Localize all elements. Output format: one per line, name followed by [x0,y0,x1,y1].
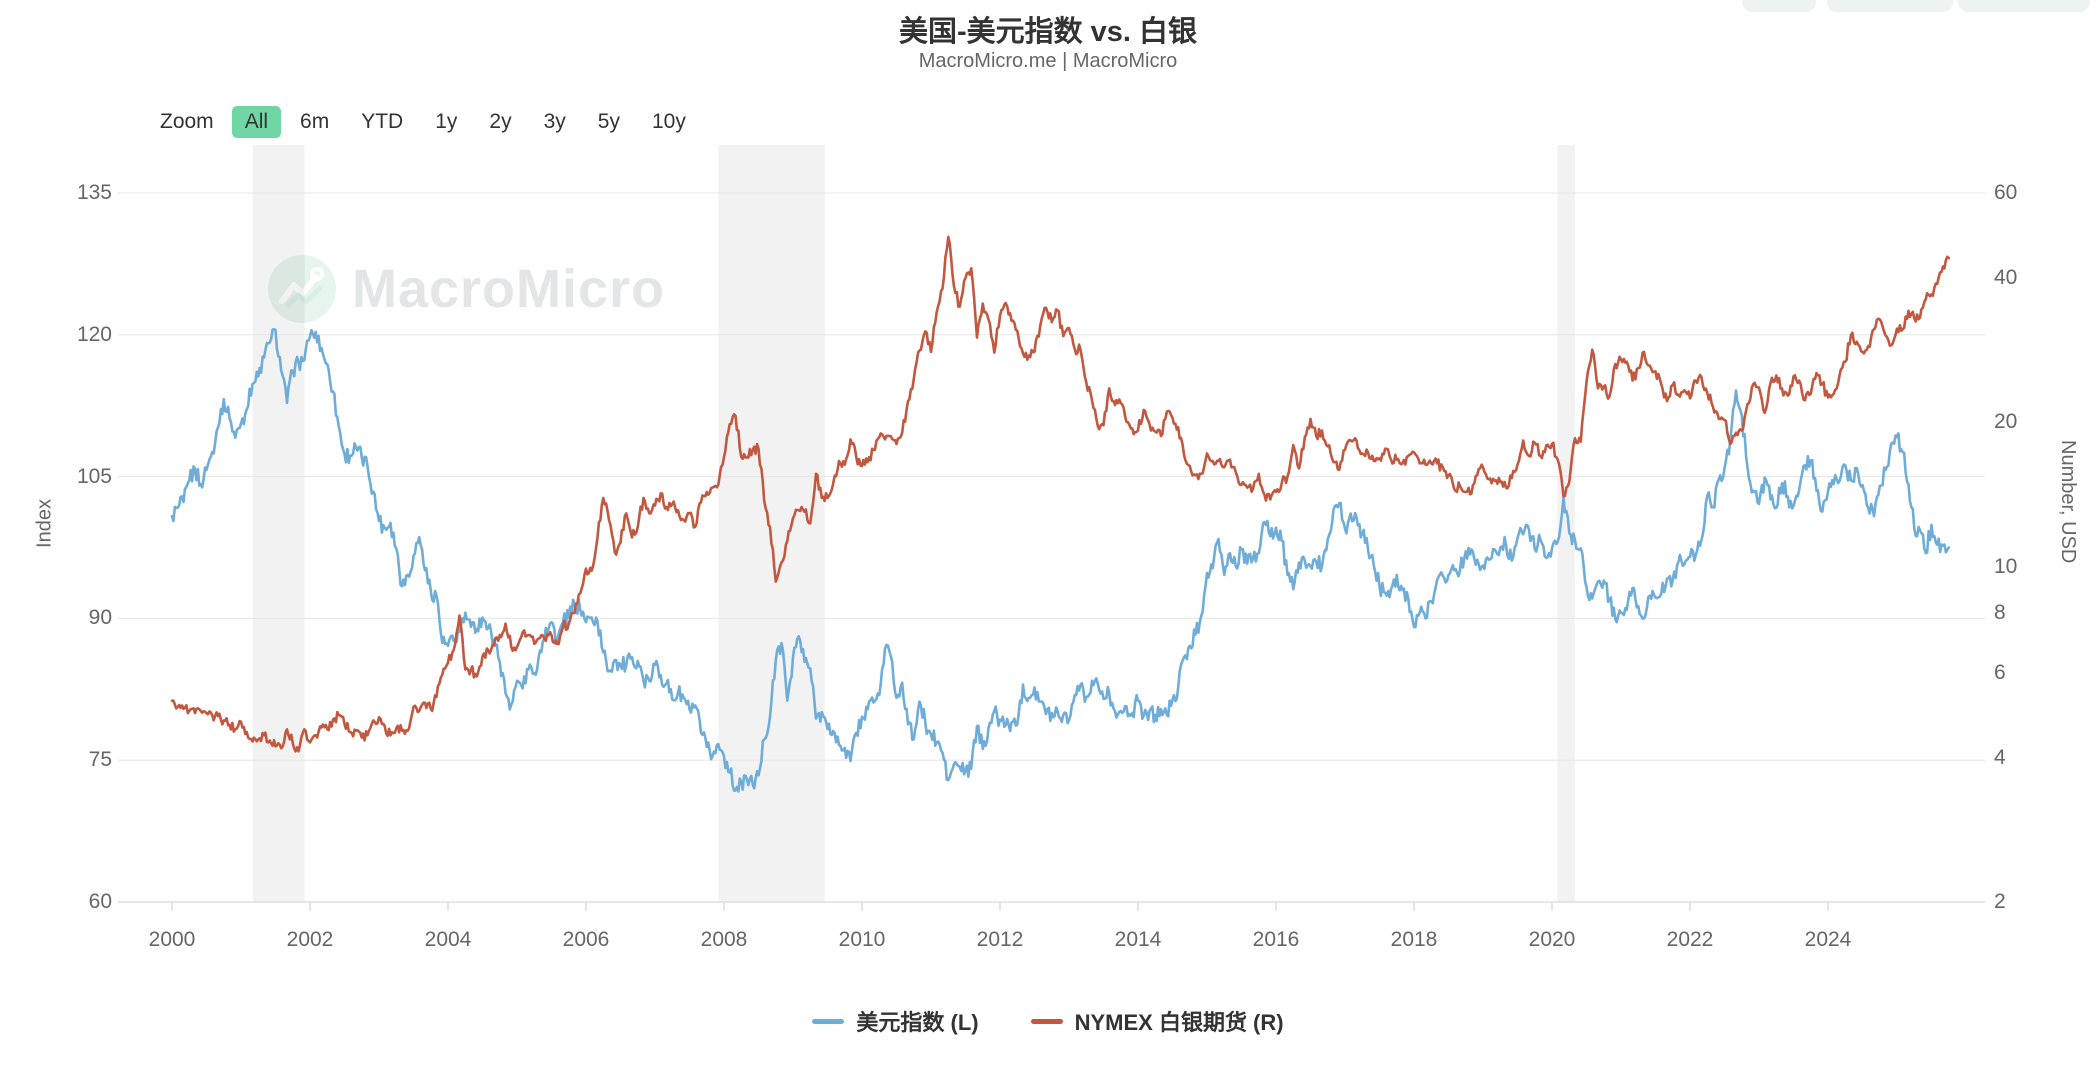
x-tick-label: 2018 [1390,928,1438,951]
x-tick-label: 2016 [1252,928,1300,951]
legend-label-silver: NYMEX 白银期货 (R) [1074,1010,1284,1035]
cutoff-button-3[interactable] [1958,0,2090,12]
y-right-tick-label: 20 [1994,410,2018,433]
x-tick-label: 2020 [1528,928,1576,951]
zoom-toolbar: Zoom All 6m YTD 1y 2y 3y 5y 10y [160,106,705,138]
legend-label-usd-index: 美元指数 (L) [856,1010,979,1035]
x-tick-label: 2006 [562,928,610,951]
y-left-tick-label: 90 [88,606,112,629]
y-right-tick-label: 2 [1994,890,2006,913]
y-left-axis-title: Index [33,499,56,548]
y-left-tick-label: 75 [88,748,112,771]
zoom-range-button-2y[interactable]: 2y [489,110,512,133]
watermark-text: MacroMicro [352,259,666,319]
zoom-range-button-1y[interactable]: 1y [435,110,458,133]
zoom-range-button-5y[interactable]: 5y [597,110,620,133]
x-tick-label: 2010 [838,928,886,951]
zoom-range-button-all[interactable]: All [231,106,282,138]
y-right-tick-label: 4 [1994,746,2006,769]
x-tick-label: 2000 [148,928,196,951]
legend: 美元指数 (L) NYMEX 白银期货 (R) [0,1005,2096,1037]
y-right-tick-label: 8 [1994,601,2006,624]
x-tick-label: 2014 [1114,928,1162,951]
zoom-range-button-3y[interactable]: 3y [543,110,566,133]
zoom-range-button-ytd[interactable]: YTD [361,110,404,133]
watermark: MacroMicro [268,255,665,323]
macromicro-logo-icon [268,255,336,323]
y-right-tick-label: 6 [1994,661,2006,684]
silver-line-marker [1030,1018,1063,1024]
cutoff-button-1[interactable] [1742,0,1816,12]
y-right-axis-title: Number, USD [2057,440,2079,564]
y-right-tick-label: 10 [1994,555,2018,578]
x-tick-label: 2008 [700,928,748,951]
zoom-range-button-6m[interactable]: 6m [300,110,330,133]
cutoff-button-2[interactable] [1827,0,1953,12]
x-tick-label: 2022 [1666,928,1714,951]
zoom-buttons: All 6m YTD 1y 2y 3y 5y 10y [231,106,705,138]
y-left-tick-label: 105 [76,465,112,488]
chart-title: 美国-美元指数 vs. 白银 [898,16,1198,48]
x-tick-label: 2012 [976,928,1024,951]
zoom-label: Zoom [160,110,214,133]
legend-item-silver[interactable]: NYMEX 白银期货 (R) [1030,1005,1284,1037]
legend-item-usd-index[interactable]: 美元指数 (L) [812,1005,979,1037]
x-tick-label: 2004 [424,928,472,951]
x-tick-label: 2002 [286,928,334,951]
zoom-range-button-10y[interactable]: 10y [651,110,686,133]
y-right-tick-label: 60 [1994,181,2018,204]
y-left-tick-label: 120 [76,323,112,346]
x-tick-label: 2024 [1804,928,1852,951]
y-right-tick-label: 40 [1994,266,2018,289]
chart-subtitle: MacroMicro.me | MacroMicro [918,50,1178,72]
usd-index-line-marker [812,1018,845,1024]
y-left-tick-label: 60 [88,890,112,913]
y-left-tick-label: 135 [76,181,112,204]
